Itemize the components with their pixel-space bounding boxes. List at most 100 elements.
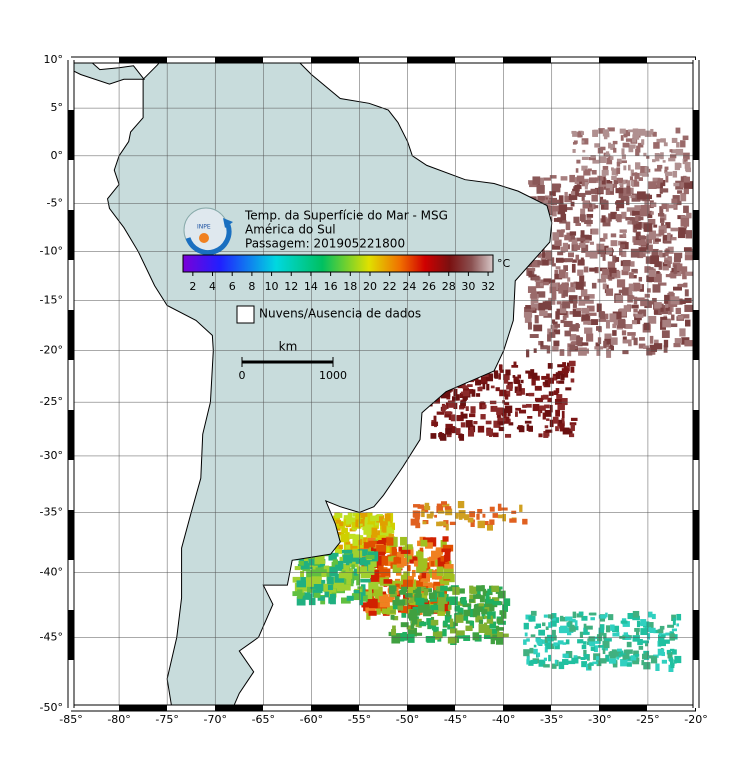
sst-patch: [497, 631, 503, 638]
sst-patch: [355, 559, 364, 564]
sst-patch: [555, 257, 564, 263]
sst-patch: [377, 565, 384, 575]
sst-patch: [489, 519, 495, 525]
sst-patch: [327, 576, 334, 585]
sst-patch: [585, 251, 591, 258]
sst-patch: [620, 260, 625, 267]
sst-patch: [590, 188, 598, 194]
sst-patch: [560, 246, 566, 253]
sst-patch: [517, 388, 525, 395]
sst-patch: [472, 608, 479, 618]
sst-patch: [323, 565, 330, 570]
sst-patch: [460, 615, 469, 621]
sst-patch: [436, 586, 444, 592]
sst-patch: [553, 340, 560, 347]
sst-patch: [590, 646, 596, 651]
sst-patch: [546, 634, 554, 642]
sst-patch: [558, 661, 565, 670]
sst-patch: [640, 204, 650, 214]
sst-patch: [580, 657, 586, 661]
sst-patch: [359, 592, 366, 596]
sst-patch: [565, 616, 573, 621]
sst-patch: [653, 142, 660, 149]
sst-patch: [628, 288, 633, 295]
sst-patch: [676, 200, 682, 206]
sst-patch: [546, 373, 550, 380]
sst-patch: [503, 374, 510, 381]
sst-patch: [627, 164, 631, 171]
sst-patch: [683, 152, 690, 160]
sst-patch: [666, 649, 672, 655]
sst-patch: [651, 248, 659, 257]
sst-patch: [523, 622, 529, 630]
sst-patch: [596, 243, 605, 253]
sst-patch: [360, 515, 364, 521]
sst-patch: [622, 259, 631, 267]
sst-patch: [598, 614, 607, 619]
sst-patch: [445, 523, 449, 531]
sst-patch: [581, 615, 588, 621]
sst-patch: [638, 216, 644, 221]
sst-patch: [546, 418, 550, 421]
sst-patch: [366, 532, 371, 541]
sst-patch: [544, 636, 548, 644]
sst-patch: [297, 589, 303, 599]
sst-patch: [563, 372, 569, 378]
sst-patch: [302, 595, 311, 600]
sst-patch: [621, 211, 627, 219]
sst-patch: [575, 281, 584, 290]
sst-patch: [640, 166, 647, 173]
sst-patch: [657, 164, 663, 169]
sst-patch: [607, 127, 615, 132]
sst-patch: [462, 390, 470, 397]
sst-patch: [643, 345, 649, 350]
sst-patch: [655, 233, 662, 237]
sst-patch: [333, 515, 340, 522]
sst-patch: [534, 385, 542, 391]
sst-patch: [545, 250, 553, 260]
sst-patch: [679, 328, 686, 337]
sst-patch: [554, 273, 563, 280]
sst-patch: [632, 610, 640, 618]
sst-patch: [528, 267, 536, 272]
sst-patch: [680, 217, 690, 227]
sst-patch: [413, 504, 421, 508]
sst-patch: [485, 593, 490, 602]
sst-patch: [672, 636, 675, 641]
sst-patch: [642, 640, 649, 644]
sst-patch: [658, 250, 663, 258]
sst-patch: [343, 555, 350, 563]
sst-patch: [618, 179, 623, 184]
sst-patch: [574, 184, 582, 190]
sst-patch: [582, 281, 586, 287]
sst-patch: [638, 311, 642, 315]
sst-patch: [469, 511, 476, 518]
sst-patch: [662, 262, 671, 268]
sst-patch: [674, 338, 683, 344]
sst-patch: [536, 638, 541, 644]
sst-patch: [419, 621, 427, 627]
sst-patch: [623, 305, 631, 312]
sst-patch: [548, 622, 553, 628]
sst-patch: [592, 129, 598, 137]
sst-patch: [582, 631, 590, 635]
sst-patch: [433, 626, 439, 632]
sst-patch: [326, 588, 337, 598]
sst-patch: [503, 416, 510, 424]
sst-patch: [636, 172, 640, 179]
sst-patch: [586, 305, 595, 312]
sst-patch: [501, 408, 507, 416]
sst-patch: [683, 247, 692, 252]
sst-patch: [552, 375, 558, 381]
sst-patch: [457, 588, 465, 594]
sst-patch: [368, 564, 374, 571]
sst-patch: [390, 580, 401, 586]
sst-patch: [375, 555, 385, 566]
sst-patch: [509, 518, 517, 523]
sst-patch: [616, 632, 620, 637]
sst-patch: [392, 548, 398, 555]
sst-patch: [596, 348, 601, 356]
sst-patch: [477, 386, 483, 392]
sst-patch: [458, 513, 463, 520]
sst-patch: [381, 555, 388, 566]
